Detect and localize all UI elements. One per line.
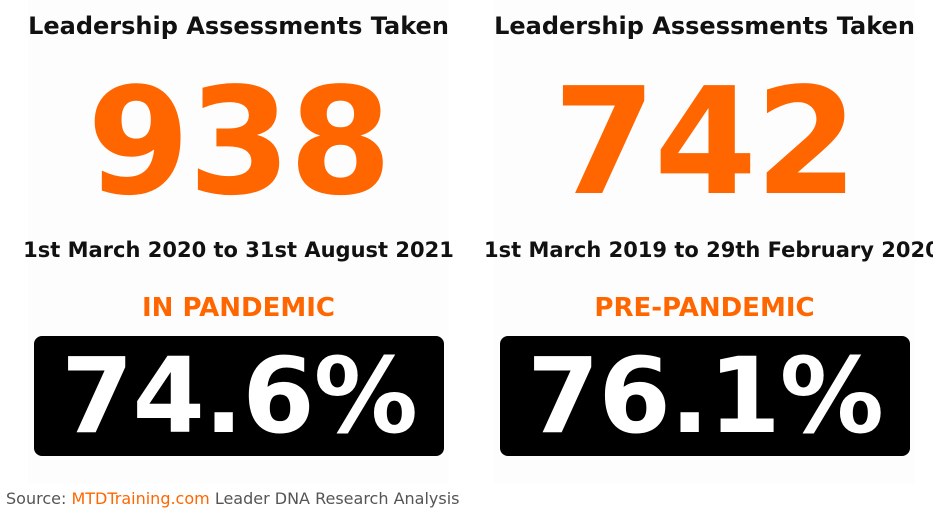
panel-pre-pandemic: Leadership Assessments Taken 742 1st Mar… [484,0,933,484]
percentage-box: 74.6% [34,336,444,456]
date-range: 1st March 2019 to 29th February 2020 [484,238,933,262]
source-caption: Source: MTDTraining.com Leader DNA Resea… [6,489,459,508]
percentage-value: 74.6% [61,335,418,457]
percentage-box: 76.1% [500,336,910,456]
source-prefix: Source: [6,489,72,508]
panel-heading: Leadership Assessments Taken [494,12,915,40]
panel-heading: Leadership Assessments Taken [28,12,449,40]
panel-in-pandemic: Leadership Assessments Taken 938 1st Mar… [23,0,454,484]
date-range: 1st March 2020 to 31st August 2021 [23,238,454,262]
source-link[interactable]: MTDTraining.com [71,489,210,508]
period-status: PRE-PANDEMIC [594,293,815,323]
source-suffix: Leader DNA Research Analysis [209,489,460,508]
period-status: IN PANDEMIC [141,293,335,323]
assessments-count: 742 [553,56,858,228]
assessments-count: 938 [87,56,392,228]
percentage-value: 76.1% [527,335,884,457]
